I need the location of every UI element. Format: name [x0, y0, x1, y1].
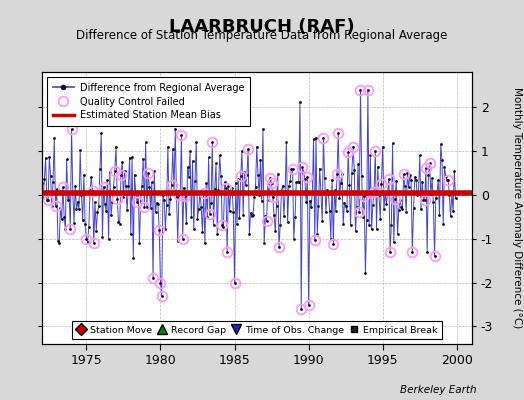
Text: Berkeley Earth: Berkeley Earth	[400, 385, 477, 395]
Text: LAARBRUCH (RAF): LAARBRUCH (RAF)	[169, 18, 355, 36]
Text: Difference of Station Temperature Data from Regional Average: Difference of Station Temperature Data f…	[77, 29, 447, 42]
Legend: Station Move, Record Gap, Time of Obs. Change, Empirical Break: Station Move, Record Gap, Time of Obs. C…	[72, 321, 442, 339]
Y-axis label: Monthly Temperature Anomaly Difference (°C): Monthly Temperature Anomaly Difference (…	[512, 87, 522, 329]
